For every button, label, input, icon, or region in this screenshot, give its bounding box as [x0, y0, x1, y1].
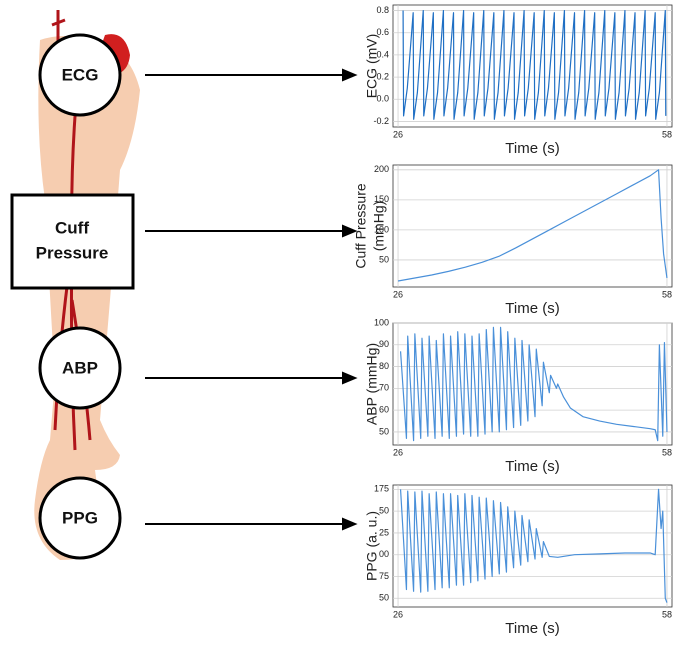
arrow-head	[342, 224, 358, 238]
x-axis-title: Time (s)	[505, 458, 559, 475]
arrow-head	[342, 371, 358, 385]
y-tick-label: 50	[379, 254, 389, 264]
y-tick-label: 70	[379, 383, 389, 393]
arrow-head	[342, 517, 358, 531]
y-axis-title: Cuff Pressure	[353, 183, 369, 269]
node-label: PPG	[62, 508, 98, 527]
arm	[34, 36, 140, 560]
y-tick-label: 200	[374, 164, 389, 174]
y-tick-label: 60	[379, 405, 389, 415]
node-circle	[38, 326, 122, 410]
y-tick-label: 75	[379, 571, 389, 581]
y-tick-label: 175	[374, 484, 389, 494]
signal-line	[399, 326, 668, 442]
x-tick-label: 26	[393, 289, 403, 299]
y-tick-label: 100	[374, 317, 389, 327]
x-tick-label: 58	[662, 129, 672, 139]
x-tick-label: 26	[393, 129, 403, 139]
y-tick-label: 0.6	[376, 27, 389, 37]
signal-line	[402, 9, 667, 120]
y-tick-label: -0.2	[373, 116, 389, 126]
arrow-head	[342, 68, 358, 82]
y-axis-title: (mmHg)	[371, 201, 387, 252]
signal-line	[399, 488, 668, 603]
x-tick-label: 58	[662, 447, 672, 457]
node-label: ABP	[62, 358, 98, 377]
x-axis-title: Time (s)	[505, 300, 559, 317]
y-tick-label: 0.8	[376, 5, 389, 15]
node-label: ECG	[62, 65, 99, 84]
y-tick-label: 90	[379, 339, 389, 349]
y-tick-label: 50	[379, 593, 389, 603]
y-axis-title: ABP (mmHg)	[364, 343, 380, 425]
y-axis-title: ECG (mV)	[364, 34, 380, 99]
x-axis-title: Time (s)	[505, 140, 559, 157]
y-tick-label: 0.2	[376, 71, 389, 81]
y-tick-label: 50	[379, 506, 389, 516]
x-tick-label: 26	[393, 447, 403, 457]
y-tick-label: 00	[379, 549, 389, 559]
node-box	[10, 193, 135, 290]
y-tick-label: 25	[379, 527, 389, 537]
node-circle	[38, 33, 122, 117]
y-tick-label: 100	[374, 224, 389, 234]
y-tick-label: 0.0	[376, 94, 389, 104]
x-axis-title: Time (s)	[505, 620, 559, 637]
signal-line	[397, 169, 668, 282]
y-tick-label: 80	[379, 361, 389, 371]
x-tick-label: 58	[662, 289, 672, 299]
x-tick-label: 58	[662, 609, 672, 619]
y-axis-title: PPG (a. u.)	[364, 511, 380, 581]
y-tick-label: 150	[374, 194, 389, 204]
node-circle	[38, 476, 122, 560]
node-label: Pressure	[36, 243, 109, 262]
plot-frame	[392, 164, 673, 288]
x-tick-label: 26	[393, 609, 403, 619]
arrows	[145, 68, 358, 531]
y-tick-label: 50	[379, 426, 389, 436]
y-tick-label: 0.4	[376, 49, 389, 59]
node-label: Cuff	[55, 218, 89, 237]
